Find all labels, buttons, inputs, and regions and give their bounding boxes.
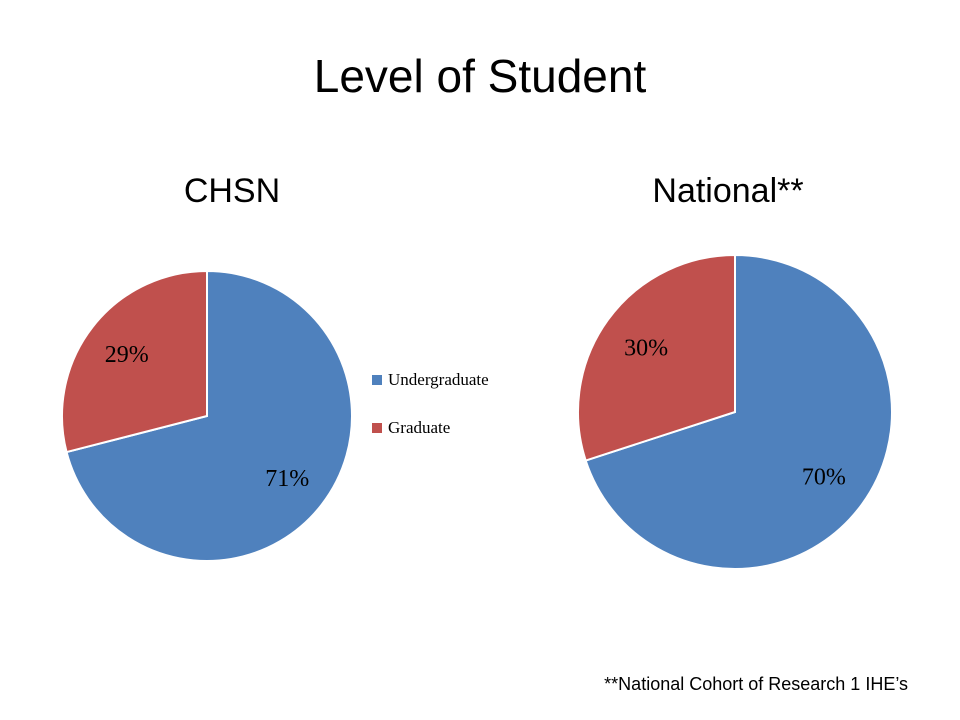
legend-label: Graduate — [388, 418, 450, 437]
chart-title: National** — [652, 172, 803, 210]
legend-swatch — [372, 375, 382, 385]
data-label: 30% — [624, 335, 668, 361]
slide-title: Level of Student — [314, 50, 647, 102]
pie-slice — [61, 269, 208, 454]
legend-label: Undergraduate — [388, 370, 489, 389]
data-label: 29% — [105, 342, 149, 368]
legend-swatch — [372, 423, 382, 433]
data-label: 71% — [265, 466, 309, 492]
footnote: **National Cohort of Research 1 IHE’s — [604, 674, 908, 694]
pie-slice — [584, 253, 893, 570]
pie-slice — [65, 269, 353, 562]
chart-title: CHSN — [184, 172, 280, 210]
pie-slice — [577, 253, 736, 462]
data-label: 70% — [802, 465, 846, 491]
